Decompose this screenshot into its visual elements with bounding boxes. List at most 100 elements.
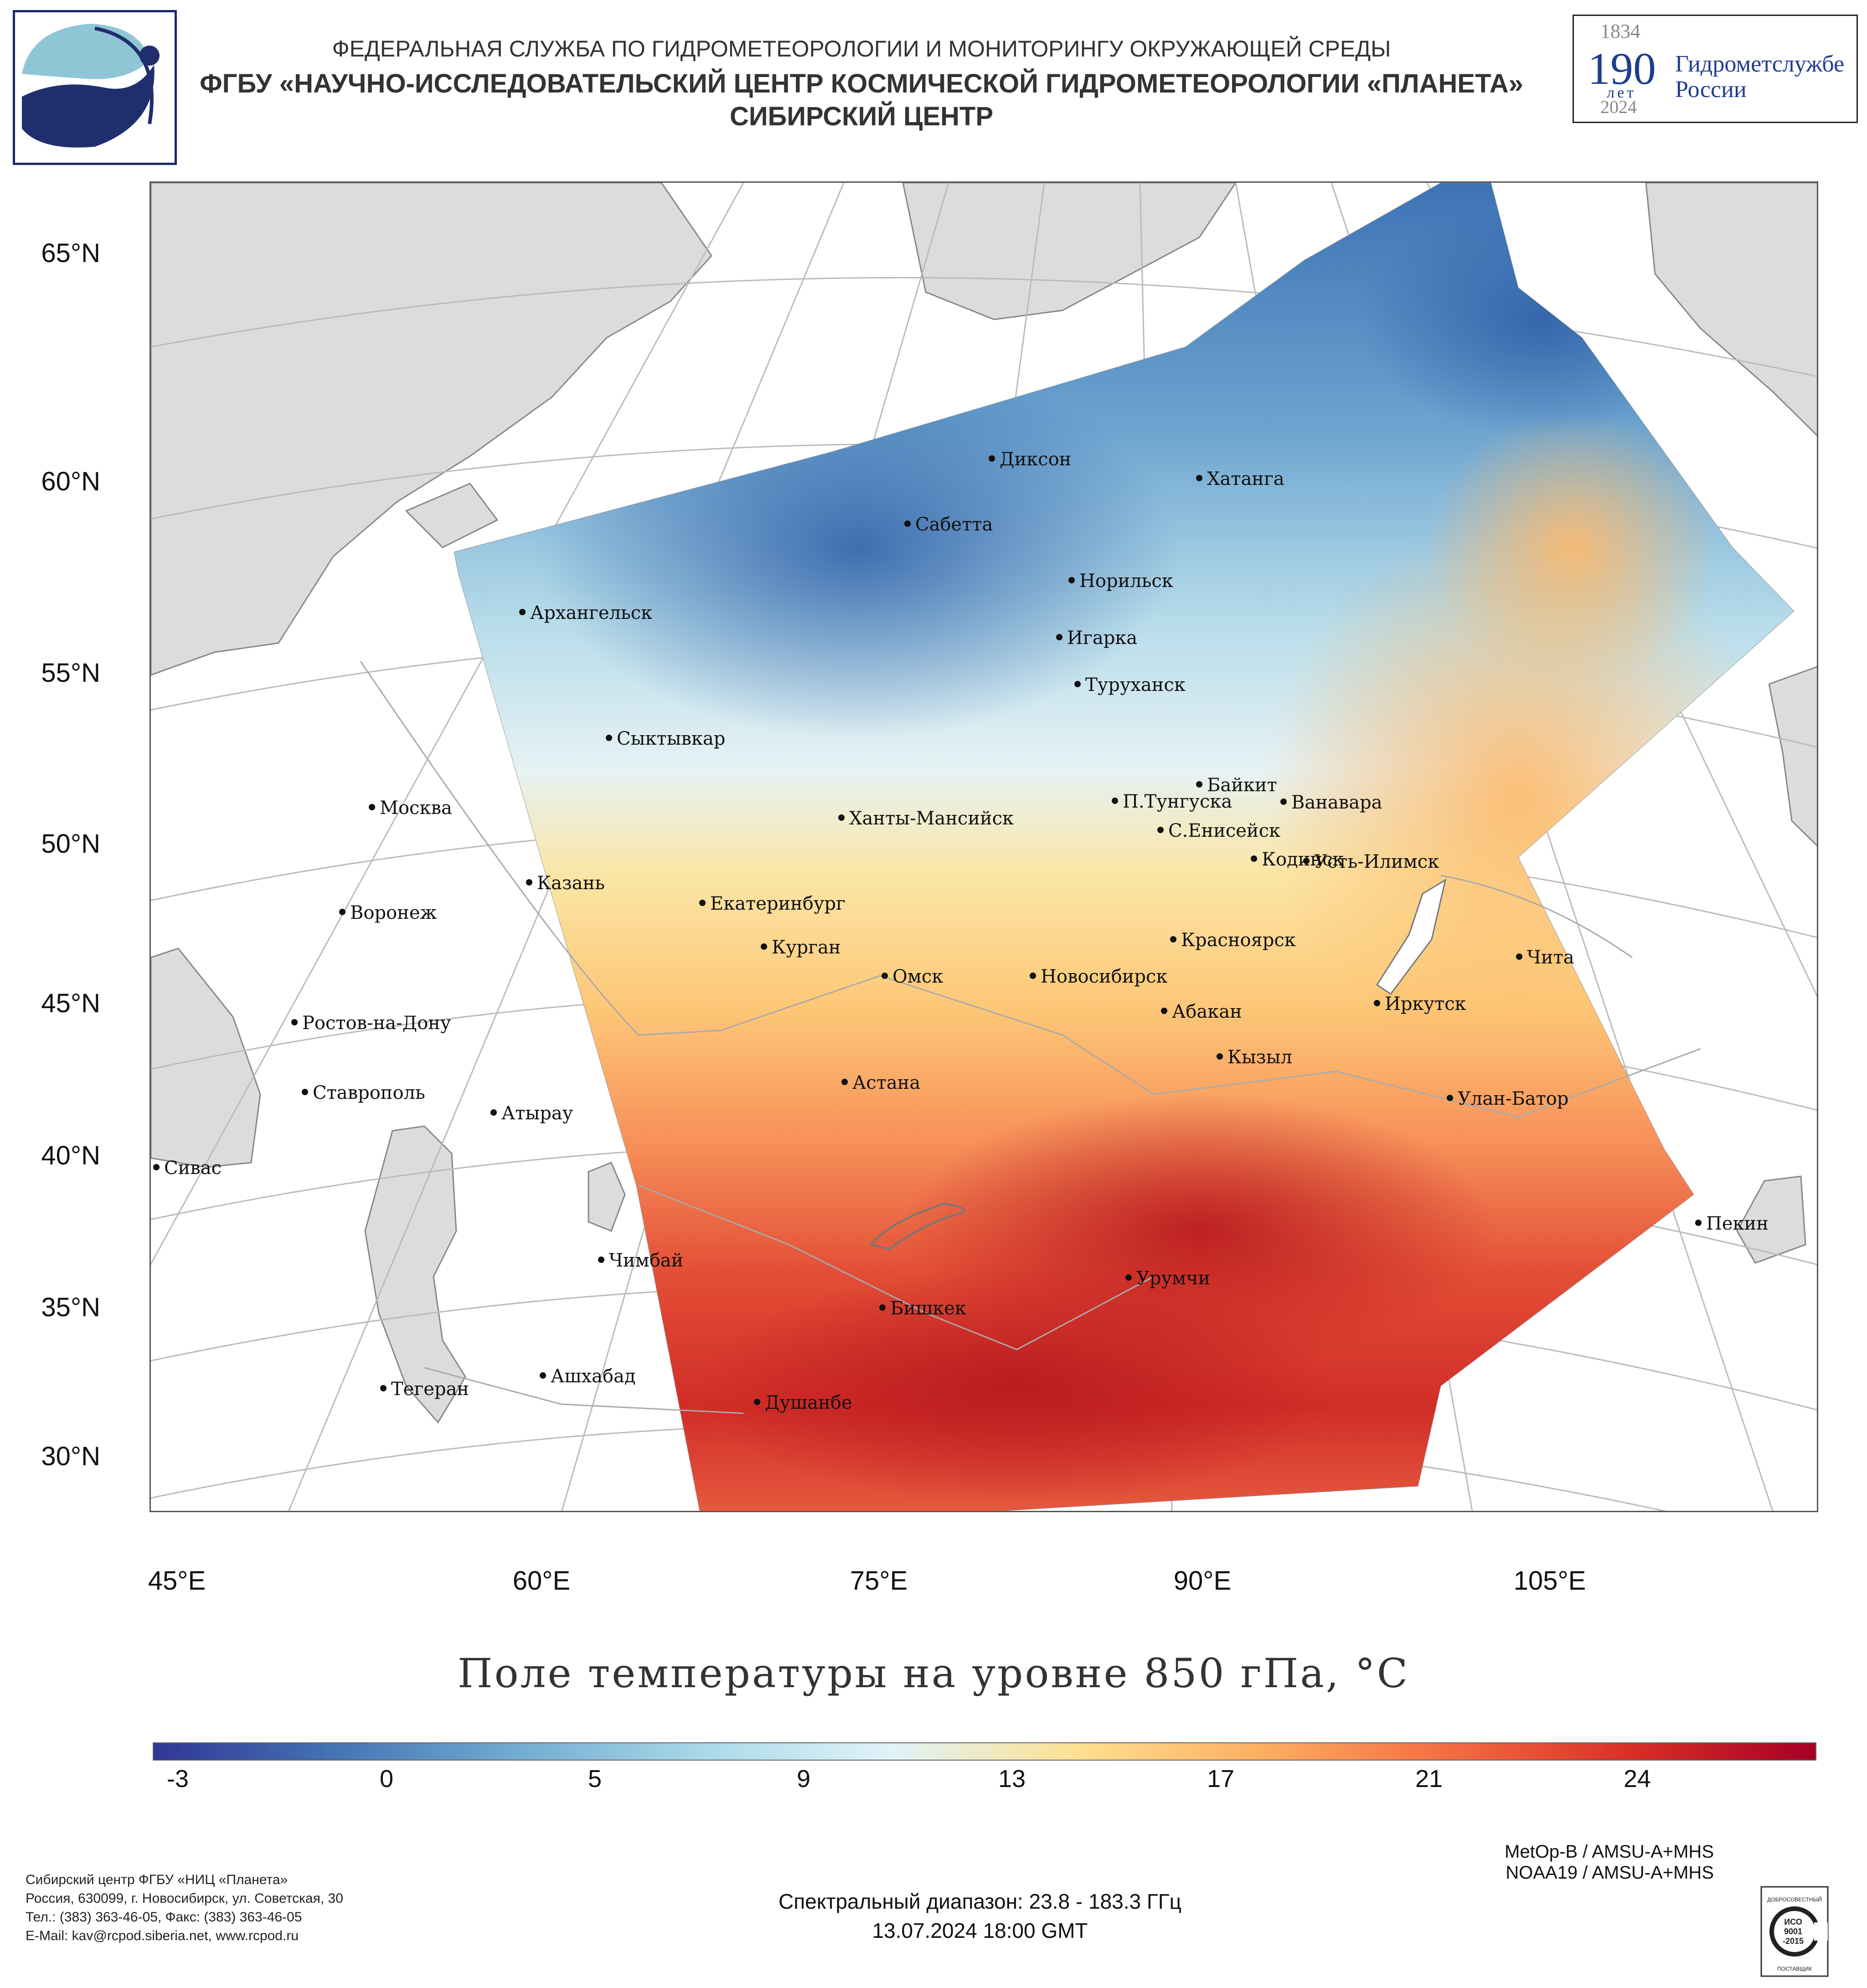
city-dot-ashkhabad <box>540 1372 546 1379</box>
city-dot-turukhansk <box>1074 681 1081 687</box>
city-label: Пекин <box>1706 1213 1769 1234</box>
city-dot-s-eniseysk <box>1157 827 1164 833</box>
city-label: Москва <box>380 798 452 819</box>
city-dot-arkhangelsk <box>519 609 526 615</box>
lon-label-60: 60°E <box>512 1566 571 1596</box>
colorbar-tick: -3 <box>166 1765 189 1792</box>
header-institute: ФГБУ «НАУЧНО-ИССЛЕДОВАТЕЛЬСКИЙ ЦЕНТР КОС… <box>200 69 1523 98</box>
city-dot-kazan <box>526 879 532 886</box>
lake-baikal <box>1376 878 1447 995</box>
satellite-1: MetOp-B / AMSU-A+MHS <box>1505 1842 1714 1862</box>
city-dot-khanty-mansiysk <box>838 814 845 821</box>
arctic-land <box>151 183 712 676</box>
iso-bottom: ПОСТАВЩИК <box>1777 1966 1812 1972</box>
city-dot-stavropol <box>302 1089 308 1095</box>
colorbar-tick: 21 <box>1415 1765 1443 1792</box>
city-label: Усть-Илимск <box>1314 851 1439 872</box>
city-label: С.Енисейск <box>1168 820 1280 841</box>
city-dot-syktyvkar <box>606 735 612 741</box>
city-label: П.Тунгуска <box>1123 791 1232 812</box>
city-dot-kyzyl <box>1217 1053 1223 1060</box>
city-label: Сыктывкар <box>617 728 725 749</box>
city-label: Омск <box>892 966 943 987</box>
city-markers <box>153 455 1702 1405</box>
anniversary-year-start: 1834 <box>1600 20 1640 42</box>
contact-org: Сибирский центр ФГБУ «НИЦ «Планета» <box>26 1872 288 1887</box>
lat-label-60: 60°N <box>41 467 100 496</box>
city-dot-novosibirsk <box>1030 973 1036 979</box>
city-dot-norilsk <box>1068 577 1075 583</box>
city-label: Тегеран <box>391 1379 469 1400</box>
japan-land <box>1768 666 1817 847</box>
city-dot-dushanbe <box>754 1399 760 1405</box>
iso-mid1: ИСО <box>1784 1917 1802 1926</box>
city-dot-omsk <box>882 973 888 979</box>
white-sea <box>405 483 499 548</box>
anniversary-year-end: 2024 <box>1600 97 1637 117</box>
city-dot-khatanga <box>1196 475 1202 481</box>
iso-mid2: 9001 <box>1784 1927 1802 1936</box>
temperature-map: Диксон Хатанга Сабетта Норильск Архангел… <box>151 183 1817 1511</box>
colorbar-tick: 9 <box>796 1765 811 1792</box>
contact-phone: Тел.: (383) 363-46-05, Факс: (383) 363-4… <box>26 1910 302 1925</box>
city-label: Кодинск <box>1262 849 1344 870</box>
aral-sea <box>588 1162 626 1232</box>
satellite-info: MetOp-B / AMSU-A+MHS NOAA19 / AMSU-A+MHS <box>1449 1841 1714 1883</box>
city-dot-abakan <box>1161 1008 1167 1014</box>
lat-label-55: 55°N <box>41 658 100 688</box>
city-dot-krasnoyarsk <box>1170 936 1176 942</box>
caspian-sea <box>364 1125 466 1424</box>
colorbar-tick: 24 <box>1623 1765 1651 1792</box>
city-dot-moskva <box>369 804 375 810</box>
city-dot-rostov <box>291 1019 298 1025</box>
colorbar-tick: 13 <box>998 1765 1026 1792</box>
city-dot-ulan-bator <box>1447 1095 1453 1101</box>
east-land <box>1645 183 1817 437</box>
planeta-logo <box>13 10 177 165</box>
observation-datetime: 13.07.2024 18:00 GMT <box>872 1919 1088 1942</box>
city-label: Абакан <box>1172 1001 1242 1022</box>
contacts: Сибирский центр ФГБУ «НИЦ «Планета» Росс… <box>26 1870 343 1945</box>
lat-label-40: 40°N <box>41 1141 100 1170</box>
lon-label-45: 45°E <box>148 1566 206 1596</box>
lat-label-65: 65°N <box>41 238 100 268</box>
colorbar-tick: 17 <box>1207 1765 1235 1792</box>
city-label: Норильск <box>1079 571 1173 592</box>
city-dot-p-tunguska <box>1112 798 1118 804</box>
city-dot-pekin <box>1695 1220 1702 1226</box>
anniversary-text: Гидрометслужбе России <box>1675 51 1845 103</box>
city-dot-vanavara <box>1280 798 1287 805</box>
lat-label-30: 30°N <box>41 1442 100 1471</box>
city-dot-ust-ilimsk <box>1303 858 1310 864</box>
lat-label-50: 50°N <box>41 829 100 859</box>
city-dot-kurgan <box>761 943 767 950</box>
city-label: Диксон <box>1000 449 1071 470</box>
colorbar-tick: 0 <box>379 1765 394 1792</box>
satellite-2: NOAA19 / AMSU-A+MHS <box>1506 1863 1714 1883</box>
iso-top: ДОБРОСОВЕСТНЫЙ <box>1767 1896 1822 1903</box>
city-dot-baykit <box>1196 781 1202 788</box>
city-label: Улан-Батор <box>1458 1088 1568 1109</box>
city-label: Красноярск <box>1181 930 1296 951</box>
city-dot-urumchi <box>1125 1274 1132 1281</box>
city-label: Чита <box>1527 947 1574 968</box>
city-label: Екатеринбург <box>710 893 846 914</box>
city-dot-voronezh <box>339 909 346 915</box>
iso-mid3: -2015 <box>1783 1936 1804 1946</box>
city-dot-ekaterinburg <box>699 900 706 906</box>
header-center: СИБИРСКИЙ ЦЕНТР <box>729 102 994 131</box>
city-dot-atyrau <box>490 1109 497 1116</box>
city-dot-igarka <box>1056 634 1062 640</box>
korea-land <box>1736 1175 1806 1264</box>
lon-label-105: 105°E <box>1513 1566 1586 1596</box>
city-label: Сабетта <box>915 514 993 535</box>
city-dot-chita <box>1516 953 1522 960</box>
city-dot-tegeran <box>380 1385 387 1391</box>
city-dot-dikson <box>989 455 995 462</box>
country-borders <box>360 661 1701 1414</box>
colorbar-tick: 5 <box>588 1765 602 1792</box>
city-label: Ставрополь <box>313 1082 425 1103</box>
spectrum-info: Спектральный диапазон: 23.8 - 183.3 ГГц … <box>547 1887 1413 1945</box>
lat-label-45: 45°N <box>41 989 100 1018</box>
city-dot-sivas <box>153 1164 160 1170</box>
